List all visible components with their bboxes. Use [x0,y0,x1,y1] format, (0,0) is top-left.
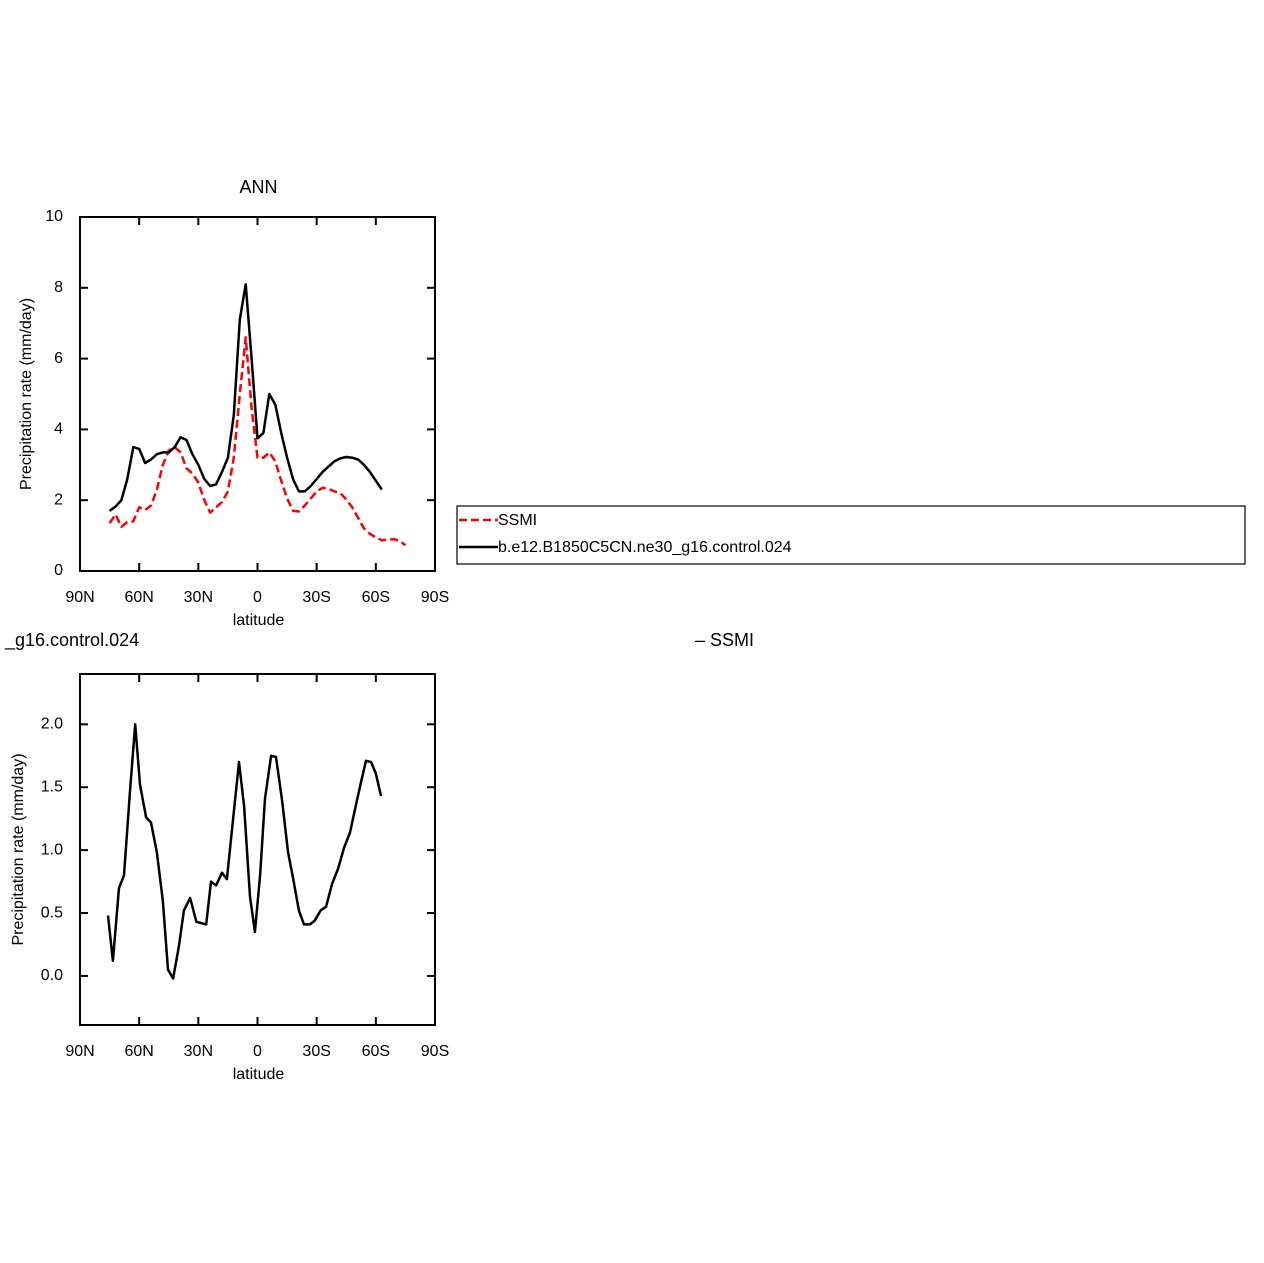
x-axis-label: latitude [233,612,285,629]
y-tick-label: 2 [54,491,63,508]
x-tick-label: 60S [362,589,390,606]
y-tick-label: 4 [54,421,63,438]
data-line [108,336,407,547]
legend-label: b.e12.B1850C5CN.ne30_g16.control.024 [498,539,792,556]
data-line [108,283,383,512]
y-axis-label: Precipitation rate (mm/day) [10,753,27,945]
x-tick-label: 30S [302,1043,330,1060]
x-tick-label: 60N [124,1043,153,1060]
y-tick-label: 0.0 [41,967,63,984]
x-tick-label: 30S [302,589,330,606]
y-tick-label: 8 [54,279,63,296]
x-tick-label: 90S [421,589,449,606]
y-tick-label: 0 [54,562,63,579]
y-tick-label: 10 [45,208,63,225]
x-axis-label: latitude [233,1066,285,1083]
x-tick-label: 30N [184,1043,213,1060]
chart-title: ANN [239,177,277,197]
plot-frame [79,216,436,572]
x-tick-label: 90N [65,1043,94,1060]
x-tick-label: 90N [65,589,94,606]
x-tick-label: 0 [253,589,262,606]
x-tick-label: 60S [362,1043,390,1060]
y-tick-label: 1.0 [41,841,63,858]
right-title: – SSMI [695,630,754,650]
x-tick-label: 60N [124,589,153,606]
y-tick-label: 2.0 [41,716,63,733]
legend-label: SSMI [498,512,537,529]
y-tick-label: 6 [54,350,63,367]
legend-box [456,505,1246,565]
left-title: _g16.control.024 [4,630,139,651]
y-axis-label: Precipitation rate (mm/day) [18,298,35,490]
x-tick-label: 0 [253,1043,262,1060]
data-line [106,723,383,980]
x-tick-label: 30N [184,589,213,606]
plot-frame [79,673,436,1026]
y-tick-label: 1.5 [41,778,63,795]
y-tick-label: 0.5 [41,904,63,921]
x-tick-label: 90S [421,1043,449,1060]
